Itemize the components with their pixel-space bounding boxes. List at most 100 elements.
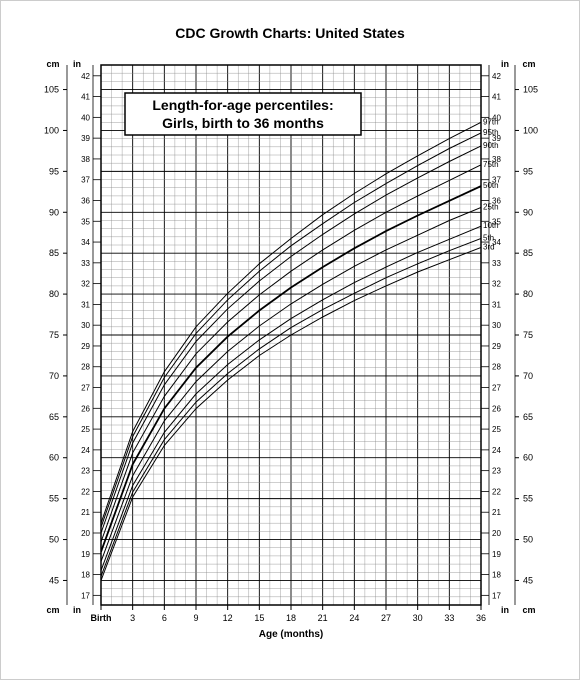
svg-text:cm: cm xyxy=(522,59,535,69)
svg-text:45: 45 xyxy=(523,575,533,585)
svg-text:10th: 10th xyxy=(483,221,499,230)
svg-text:36: 36 xyxy=(476,613,486,623)
svg-text:29: 29 xyxy=(81,342,90,351)
svg-text:85: 85 xyxy=(523,248,533,258)
svg-text:22: 22 xyxy=(492,487,501,496)
svg-text:20: 20 xyxy=(81,529,90,538)
svg-text:in: in xyxy=(501,605,509,615)
svg-text:21: 21 xyxy=(81,508,90,517)
svg-text:18: 18 xyxy=(81,571,90,580)
svg-text:28: 28 xyxy=(81,363,90,372)
svg-text:24: 24 xyxy=(492,446,501,455)
svg-text:41: 41 xyxy=(492,93,501,102)
svg-text:cm: cm xyxy=(522,605,535,615)
svg-text:42: 42 xyxy=(81,72,90,81)
svg-text:35: 35 xyxy=(81,217,90,226)
svg-text:41: 41 xyxy=(81,93,90,102)
svg-text:80: 80 xyxy=(523,289,533,299)
svg-text:26: 26 xyxy=(81,404,90,413)
svg-text:100: 100 xyxy=(523,125,538,135)
svg-text:9: 9 xyxy=(193,613,198,623)
svg-text:19: 19 xyxy=(492,550,501,559)
svg-text:30: 30 xyxy=(492,321,501,330)
svg-text:40: 40 xyxy=(81,113,90,122)
svg-text:36: 36 xyxy=(81,196,90,205)
svg-text:Age (months): Age (months) xyxy=(259,629,323,640)
svg-text:cm: cm xyxy=(46,605,59,615)
svg-text:17: 17 xyxy=(492,591,501,600)
svg-text:21: 21 xyxy=(492,508,501,517)
svg-text:25th: 25th xyxy=(483,202,499,211)
svg-text:45: 45 xyxy=(49,575,59,585)
svg-text:105: 105 xyxy=(44,85,59,95)
svg-text:70: 70 xyxy=(523,371,533,381)
svg-text:5th: 5th xyxy=(483,233,494,242)
svg-text:Birth: Birth xyxy=(91,613,112,623)
svg-text:6: 6 xyxy=(162,613,167,623)
svg-text:24: 24 xyxy=(81,446,90,455)
growth-chart-page: CDC Growth Charts: United States cmincmi… xyxy=(0,0,580,680)
svg-text:97th: 97th xyxy=(483,117,499,126)
svg-text:12: 12 xyxy=(223,613,233,623)
svg-text:105: 105 xyxy=(523,85,538,95)
svg-text:50: 50 xyxy=(49,535,59,545)
svg-text:in: in xyxy=(73,59,81,69)
svg-text:33: 33 xyxy=(492,259,501,268)
svg-text:95: 95 xyxy=(523,166,533,176)
svg-text:42: 42 xyxy=(492,72,501,81)
svg-text:60: 60 xyxy=(523,453,533,463)
svg-text:17: 17 xyxy=(81,591,90,600)
svg-text:90: 90 xyxy=(49,207,59,217)
svg-text:95th: 95th xyxy=(483,128,499,137)
svg-text:38: 38 xyxy=(81,155,90,164)
subtitle-line-2: Girls, birth to 36 months xyxy=(162,115,324,131)
svg-text:75th: 75th xyxy=(483,160,499,169)
svg-text:28: 28 xyxy=(492,363,501,372)
svg-text:29: 29 xyxy=(492,342,501,351)
svg-text:32: 32 xyxy=(492,280,501,289)
svg-text:33: 33 xyxy=(444,613,454,623)
svg-text:31: 31 xyxy=(81,300,90,309)
svg-text:23: 23 xyxy=(81,467,90,476)
svg-text:3: 3 xyxy=(130,613,135,623)
svg-text:95: 95 xyxy=(49,166,59,176)
svg-text:22: 22 xyxy=(81,487,90,496)
svg-text:75: 75 xyxy=(523,330,533,340)
subtitle-line-1: Length-for-age percentiles: xyxy=(152,97,333,113)
svg-text:34: 34 xyxy=(81,238,90,247)
svg-text:90th: 90th xyxy=(483,141,499,150)
svg-text:30: 30 xyxy=(413,613,423,623)
svg-text:50th: 50th xyxy=(483,181,499,190)
svg-text:60: 60 xyxy=(49,453,59,463)
svg-text:25: 25 xyxy=(81,425,90,434)
svg-text:25: 25 xyxy=(492,425,501,434)
svg-text:37: 37 xyxy=(81,176,90,185)
svg-text:27: 27 xyxy=(81,384,90,393)
svg-text:27: 27 xyxy=(492,384,501,393)
svg-text:23: 23 xyxy=(492,467,501,476)
svg-text:32: 32 xyxy=(81,280,90,289)
svg-text:75: 75 xyxy=(49,330,59,340)
svg-text:55: 55 xyxy=(523,494,533,504)
svg-text:100: 100 xyxy=(44,125,59,135)
growth-chart-svg: cm in cm in 45 50 55 60 65 70 75 80 85 90 95 100 105 17 18… xyxy=(39,51,543,651)
svg-text:85: 85 xyxy=(49,248,59,258)
svg-text:90: 90 xyxy=(523,207,533,217)
svg-text:in: in xyxy=(73,605,81,615)
svg-text:18: 18 xyxy=(286,613,296,623)
svg-text:70: 70 xyxy=(49,371,59,381)
svg-text:65: 65 xyxy=(523,412,533,422)
svg-text:24: 24 xyxy=(349,613,359,623)
svg-text:3rd: 3rd xyxy=(483,242,495,251)
svg-text:21: 21 xyxy=(318,613,328,623)
svg-text:20: 20 xyxy=(492,529,501,538)
svg-text:18: 18 xyxy=(492,571,501,580)
svg-text:39: 39 xyxy=(81,134,90,143)
svg-text:27: 27 xyxy=(381,613,391,623)
svg-text:15: 15 xyxy=(254,613,264,623)
svg-text:80: 80 xyxy=(49,289,59,299)
svg-text:in: in xyxy=(501,59,509,69)
svg-text:31: 31 xyxy=(492,300,501,309)
svg-text:33: 33 xyxy=(81,259,90,268)
chart-container: cm in cm in 45 50 55 60 65 70 75 80 85 90 95 100 105 17 18… xyxy=(39,51,543,651)
